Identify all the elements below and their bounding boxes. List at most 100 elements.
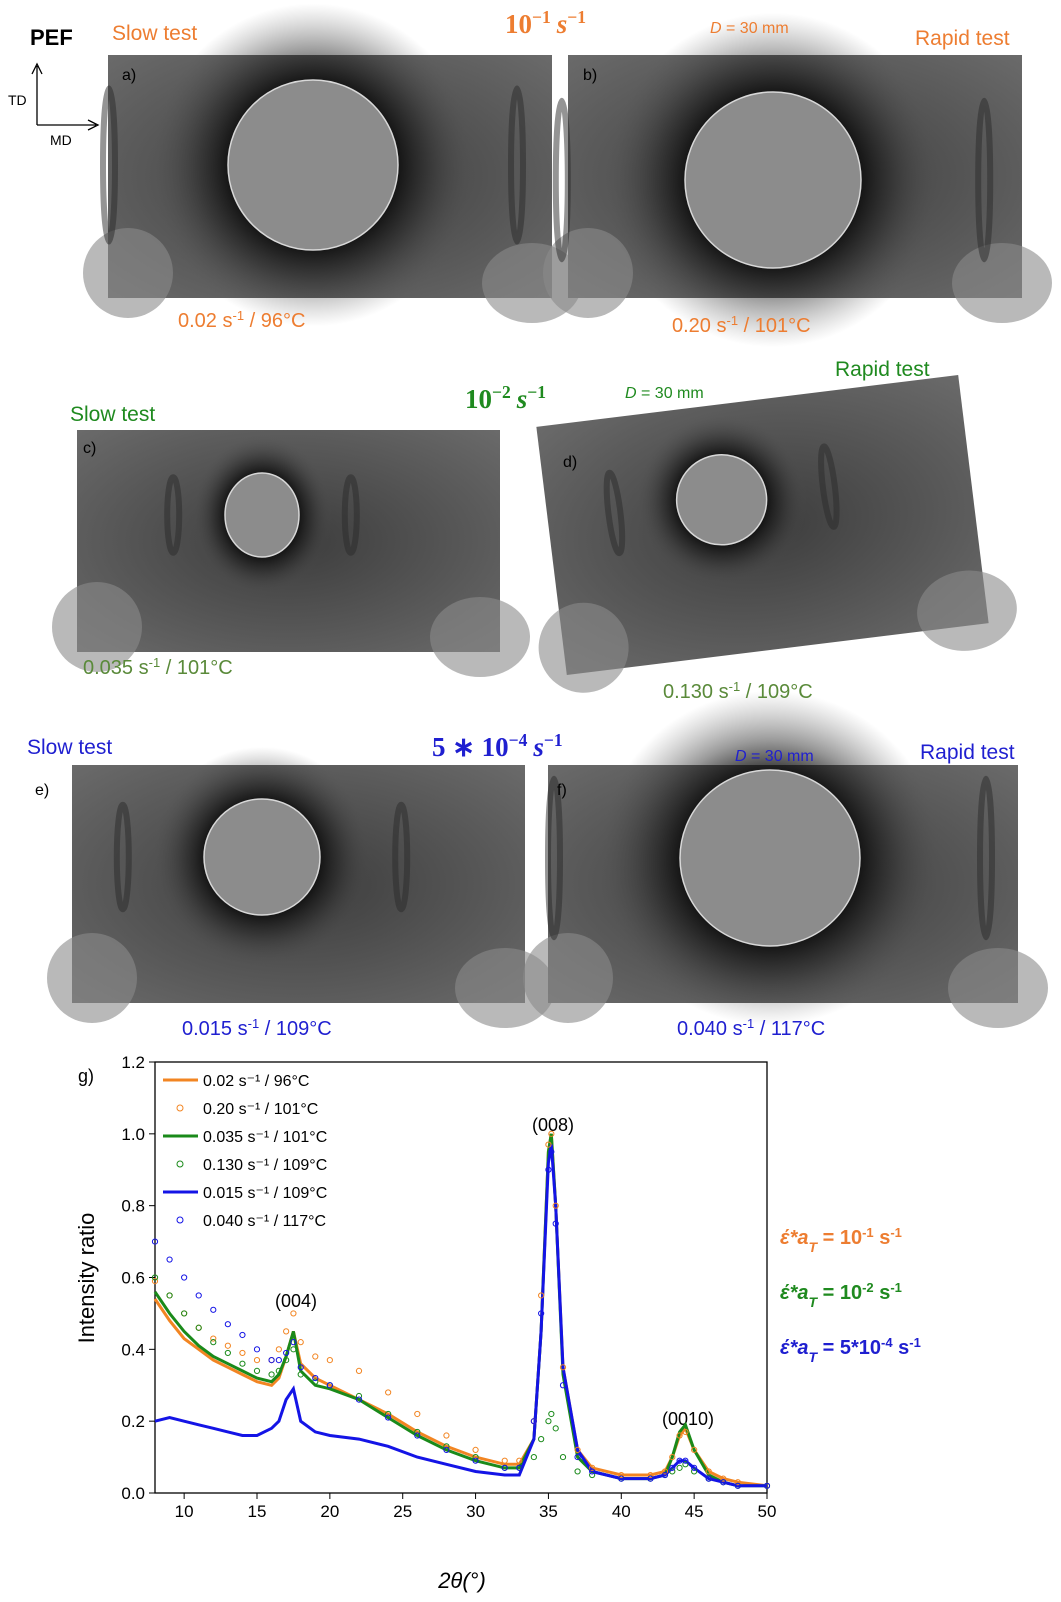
series-point <box>239 1331 246 1339</box>
series-point <box>195 1292 202 1299</box>
panel-caption: 0.02 s-1 / 96°C <box>178 308 305 333</box>
diffraction-image <box>52 430 530 677</box>
series-point <box>283 1357 290 1364</box>
series-point <box>538 1310 545 1317</box>
rate-exponent: −4 <box>509 730 528 750</box>
series-point <box>224 1342 231 1349</box>
series-point <box>530 1453 537 1461</box>
panel-label: f) <box>557 782 567 799</box>
series-point <box>538 1436 545 1443</box>
series-point <box>355 1367 363 1374</box>
slow-test-label: Slow test <box>27 736 112 759</box>
series-point <box>385 1389 392 1396</box>
legend-label: 0.040 s⁻¹ / 117°C <box>203 1213 326 1230</box>
series-point <box>618 1471 625 1479</box>
note-subscript: T <box>808 1239 818 1255</box>
series-point <box>414 1428 421 1436</box>
y-tick-label: 0.6 <box>121 1269 145 1288</box>
y-tick-label: 0.8 <box>121 1197 145 1216</box>
diffraction-image <box>536 375 1017 693</box>
rate-unit-exponent: −1 <box>567 7 586 27</box>
series-point <box>516 1457 523 1464</box>
rate-unit-exponent: −1 <box>544 730 563 750</box>
series-point <box>676 1432 683 1439</box>
series-point <box>559 1453 567 1461</box>
y-tick-label: 0.2 <box>121 1412 145 1431</box>
reflection-arc <box>818 443 840 530</box>
legend-swatch <box>176 1104 184 1112</box>
rate-note: έ*aT = 5*10-4 s-1 <box>780 1335 921 1366</box>
caption-rate: 0.035 s <box>83 657 149 679</box>
series-point <box>501 1457 508 1464</box>
series-point <box>545 1166 552 1173</box>
series-point <box>224 1321 231 1328</box>
legend-label: 0.015 s⁻¹ / 109°C <box>203 1185 327 1202</box>
rate-base: 10 <box>482 732 509 762</box>
series-point <box>545 1141 552 1148</box>
rate-unit: s <box>532 732 544 762</box>
series-point <box>210 1306 217 1313</box>
series-point <box>355 1392 363 1400</box>
series-point <box>589 1471 596 1479</box>
distance-label: D = 30 mm <box>710 20 789 37</box>
panel-caption: 0.015 s-1 / 109°C <box>182 1016 332 1041</box>
note-unit: s <box>874 1282 891 1304</box>
series-point <box>253 1346 261 1353</box>
series-point <box>312 1353 319 1360</box>
rate-exponent: −1 <box>532 7 551 27</box>
distance-var: D <box>710 20 722 37</box>
reflection-arc <box>113 801 132 913</box>
reflection-arc <box>100 85 118 245</box>
series-point <box>676 1464 683 1471</box>
series-point <box>530 1418 537 1425</box>
slow-test-label: Slow test <box>112 22 197 45</box>
series-line <box>154 1144 767 1488</box>
note-exponent: -4 <box>881 1335 893 1350</box>
chart: 0.0 0.2 0.4 0.6 0.8 1.0 1.2 10 15 20 25 30 35 40 45 50 g… <box>74 1053 776 1593</box>
md-label: MD <box>50 132 72 148</box>
corner-shadow <box>948 948 1048 1028</box>
rapid-test-label: Rapid test <box>915 27 1010 50</box>
series-point <box>552 1425 559 1432</box>
x-tick-label: 35 <box>539 1502 558 1521</box>
note-value: = 10 <box>817 1282 862 1304</box>
series-point <box>669 1453 676 1461</box>
caption-exponent: -1 <box>149 655 161 670</box>
corner-shadow <box>917 570 1017 651</box>
legend-label: 0.035 s⁻¹ / 101°C <box>203 1129 327 1146</box>
series-point <box>647 1471 654 1479</box>
series-point <box>720 1475 727 1482</box>
series-point <box>669 1468 676 1475</box>
reflection-arc <box>603 469 626 557</box>
legend-label: 0.02 s⁻¹ / 96°C <box>203 1073 309 1090</box>
panel-label: g) <box>78 1066 94 1086</box>
corner-shadow <box>52 582 142 672</box>
series-point <box>552 1220 559 1227</box>
legend-label: 0.20 s⁻¹ / 101°C <box>203 1101 318 1118</box>
rate-unit-exponent: −1 <box>527 382 546 402</box>
series-point <box>574 1446 581 1454</box>
x-tick-label: 25 <box>393 1502 412 1521</box>
panel-label: a) <box>122 67 136 84</box>
distance-var: D <box>625 385 637 402</box>
series-point <box>268 1371 275 1378</box>
note-subscript: T <box>808 1294 818 1310</box>
distance-var: D <box>735 748 747 765</box>
corner-shadow <box>538 602 629 693</box>
panel-caption: 0.130 s-1 / 109°C <box>663 679 813 704</box>
distance-label: D = 30 mm <box>735 748 814 765</box>
series-point <box>166 1256 173 1263</box>
panel-label: d) <box>563 454 577 471</box>
beam-stop <box>684 91 862 269</box>
peak-annotation: (008) <box>532 1115 574 1135</box>
y-tick-label: 1.0 <box>121 1125 145 1144</box>
series-point <box>239 1360 246 1367</box>
series-point <box>297 1364 304 1371</box>
caption-temp: / 109°C <box>259 1018 331 1040</box>
series-point <box>472 1453 479 1461</box>
x-tick-label: 15 <box>248 1502 267 1521</box>
caption-rate: 0.015 s <box>182 1018 248 1040</box>
rate-note: έ*aT = 10-1 s-1 <box>780 1225 902 1256</box>
caption-exponent: -1 <box>232 308 244 323</box>
